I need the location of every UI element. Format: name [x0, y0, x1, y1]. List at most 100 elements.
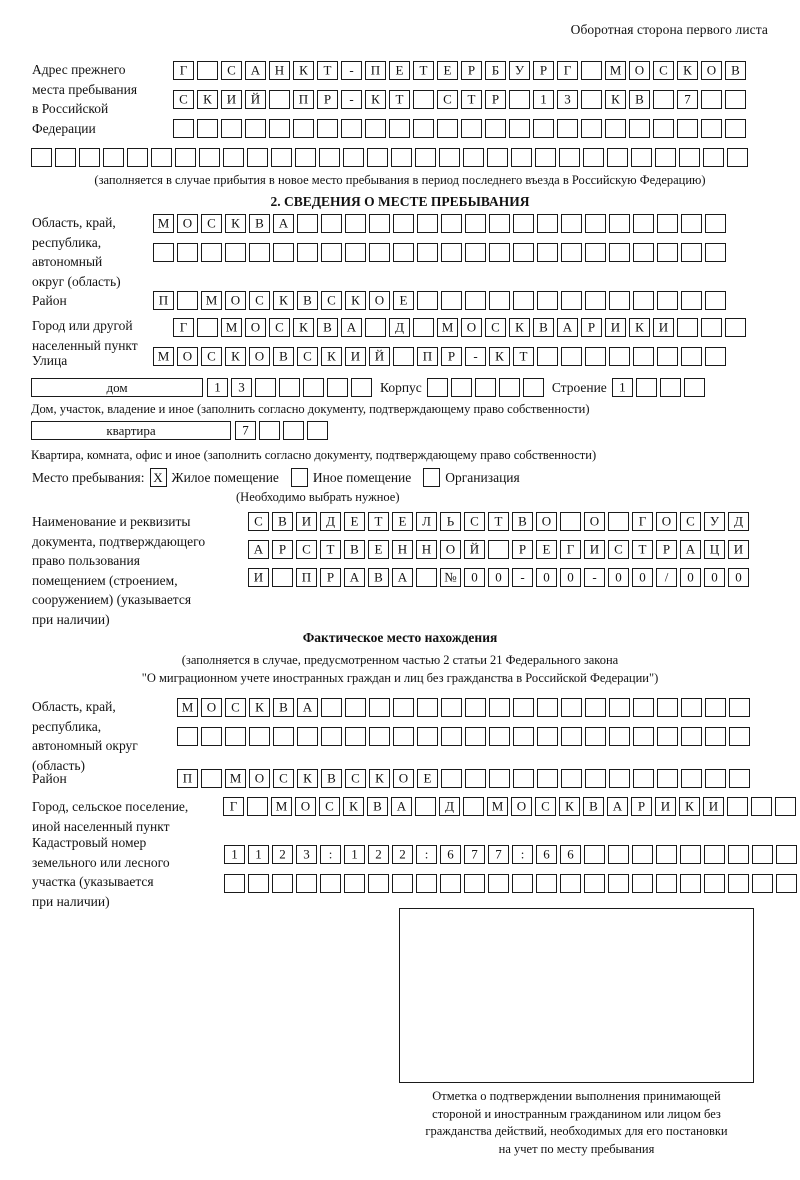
prev-address-row-4-cell-22[interactable] — [559, 148, 580, 167]
cadastral-row-1-cell-1[interactable]: 1 — [248, 845, 269, 864]
prev-address-row-3-cell-15[interactable] — [533, 119, 554, 138]
street-row-1-cell-9[interactable]: Й — [369, 347, 390, 366]
prev-address-row-2-cell-16[interactable]: 3 — [557, 90, 578, 109]
prev-address-row-1-cell-22[interactable]: О — [701, 61, 722, 80]
prev-address-row-4-cell-5[interactable] — [151, 148, 172, 167]
prev-address-row-1-cell-9[interactable]: Е — [389, 61, 410, 80]
document-row-2-cell-11[interactable]: Р — [512, 540, 533, 559]
document-row-1-cell-17[interactable]: О — [656, 512, 677, 531]
stay-option-0-checkbox[interactable]: X — [149, 468, 167, 487]
region-row-2-cell-5[interactable] — [273, 243, 294, 262]
cadastral-row-2-cell-13[interactable] — [536, 874, 557, 893]
street-row-1-cell-14[interactable]: К — [489, 347, 510, 366]
actual-city-row-1-cell-8[interactable] — [415, 797, 436, 816]
street-row-1-cell-6[interactable]: С — [297, 347, 318, 366]
prev-address-row-4-cell-8[interactable] — [223, 148, 244, 167]
prev-address-row-1-cell-3[interactable]: А — [245, 61, 266, 80]
flat-number-cells[interactable]: 7 — [235, 421, 331, 440]
street-row-1-cell-10[interactable] — [393, 347, 414, 366]
prev-address-row-2-cell-12[interactable]: Т — [461, 90, 482, 109]
actual-region-row-1-cell-18[interactable] — [609, 698, 630, 717]
cadastral-row-1-cell-9[interactable]: 6 — [440, 845, 461, 864]
prev-address-row-4-cell-15[interactable] — [391, 148, 412, 167]
district-row-1-cell-3[interactable]: О — [225, 291, 246, 310]
cadastral-row-2-cell-11[interactable] — [488, 874, 509, 893]
actual-region-row-2-cell-13[interactable] — [489, 727, 510, 746]
prev-address-row-3-cell-16[interactable] — [557, 119, 578, 138]
city-row-1-cell-3[interactable]: О — [245, 318, 266, 337]
korpus-cells[interactable] — [426, 378, 547, 397]
prev-address-row-3-cell-0[interactable] — [173, 119, 194, 138]
prev-address-row-4-cell-17[interactable] — [439, 148, 460, 167]
cadastral-row-2-cell-7[interactable] — [392, 874, 413, 893]
prev-address-row-1-cell-8[interactable]: П — [365, 61, 386, 80]
region-row-1-cell-17[interactable] — [561, 214, 582, 233]
prev-address-row-4-cell-19[interactable] — [487, 148, 508, 167]
actual-region-row-2-cell-0[interactable] — [177, 727, 198, 746]
cadastral-row-2-cell-0[interactable] — [224, 874, 245, 893]
document-row-1-cell-2[interactable]: И — [296, 512, 317, 531]
street-row-1-cell-23[interactable] — [705, 347, 726, 366]
cadastral-row-2-cell-6[interactable] — [368, 874, 389, 893]
prev-address-row-3-cell-8[interactable] — [365, 119, 386, 138]
actual-district-row-1-cell-9[interactable]: О — [393, 769, 414, 788]
actual-city-row-1-cell-14[interactable]: К — [559, 797, 580, 816]
street-row-1-cell-2[interactable]: С — [201, 347, 222, 366]
street-row-1-cell-1[interactable]: О — [177, 347, 198, 366]
region-row-2-cell-15[interactable] — [513, 243, 534, 262]
street-row-1-cell-16[interactable] — [537, 347, 558, 366]
prev-address-row-2-cell-7[interactable]: - — [341, 90, 362, 109]
actual-region-row-2-cell-2[interactable] — [225, 727, 246, 746]
prev-address-row-4-cell-11[interactable] — [295, 148, 316, 167]
actual-region-row-2-cell-21[interactable] — [681, 727, 702, 746]
region-row-2-cell-18[interactable] — [585, 243, 606, 262]
prev-address-row-2-cell-19[interactable]: В — [629, 90, 650, 109]
actual-region-row-1-cell-14[interactable] — [513, 698, 534, 717]
stroenie-cells-cell-1[interactable] — [635, 378, 657, 397]
prev-address-row-1-cell-0[interactable]: Г — [173, 61, 194, 80]
actual-region-row-2-cell-9[interactable] — [393, 727, 414, 746]
cadastral-row-1-cell-21[interactable] — [728, 845, 749, 864]
street-row-1-cell-17[interactable] — [561, 347, 582, 366]
prev-address-row-2-cell-5[interactable]: П — [293, 90, 314, 109]
region-row-2-cell-23[interactable] — [705, 243, 726, 262]
city-row-1-cell-4[interactable]: С — [269, 318, 290, 337]
house-field-label[interactable]: дом — [31, 378, 203, 397]
prev-address-row-1-cell-7[interactable]: - — [341, 61, 362, 80]
prev-address-row-4-cell-24[interactable] — [607, 148, 628, 167]
prev-address-row-3[interactable] — [173, 119, 749, 138]
street-row-1-cell-18[interactable] — [585, 347, 606, 366]
prev-address-row-4-cell-23[interactable] — [583, 148, 604, 167]
document-row-1-cell-15[interactable] — [608, 512, 629, 531]
region-row-2[interactable] — [153, 243, 729, 262]
prev-address-row-4-cell-2[interactable] — [79, 148, 100, 167]
actual-region-row-2-cell-17[interactable] — [585, 727, 606, 746]
region-row-1-cell-2[interactable]: С — [201, 214, 222, 233]
cadastral-row-1-cell-23[interactable] — [776, 845, 797, 864]
cadastral-row-2[interactable] — [224, 874, 800, 893]
cadastral-row-1-cell-2[interactable]: 2 — [272, 845, 293, 864]
city-row-1-cell-17[interactable]: Р — [581, 318, 602, 337]
document-row-2-cell-16[interactable]: Т — [632, 540, 653, 559]
district-row-1-cell-12[interactable] — [441, 291, 462, 310]
document-row-2-cell-17[interactable]: Р — [656, 540, 677, 559]
prev-address-row-2-cell-20[interactable] — [653, 90, 674, 109]
street-row-1-cell-11[interactable]: П — [417, 347, 438, 366]
actual-district-row-1-cell-11[interactable] — [441, 769, 462, 788]
city-row-1-cell-23[interactable] — [725, 318, 746, 337]
prev-address-row-3-cell-20[interactable] — [653, 119, 674, 138]
prev-address-row-1-cell-11[interactable]: Е — [437, 61, 458, 80]
prev-address-row-4-cell-12[interactable] — [319, 148, 340, 167]
prev-address-row-4-cell-3[interactable] — [103, 148, 124, 167]
district-row-1-cell-0[interactable]: П — [153, 291, 174, 310]
actual-city-row-1-cell-1[interactable] — [247, 797, 268, 816]
document-row-3-cell-17[interactable]: / — [656, 568, 677, 587]
stroenie-cells-cell-3[interactable] — [683, 378, 705, 397]
region-row-1-cell-4[interactable]: В — [249, 214, 270, 233]
district-row-1-cell-2[interactable]: М — [201, 291, 222, 310]
prev-address-row-3-cell-12[interactable] — [461, 119, 482, 138]
